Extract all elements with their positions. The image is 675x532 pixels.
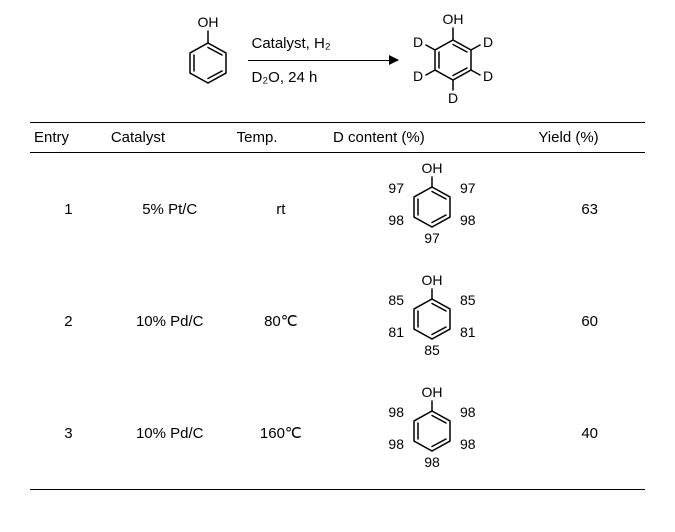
arrow-line	[248, 60, 398, 61]
d-label: D	[412, 34, 422, 50]
reaction-arrow: Catalyst, H₂ D₂O, 24 h	[248, 33, 398, 88]
table-row: 3 10% Pd/C 160℃ OH	[30, 377, 645, 490]
cell-yield: 60	[534, 265, 645, 377]
cell-yield: 40	[534, 377, 645, 490]
d-value-ortho1: 97	[388, 180, 404, 196]
cell-entry: 3	[30, 377, 107, 490]
table-row: 2 10% Pd/C 80℃ OH	[30, 265, 645, 377]
dcontent-structure: OH 85 85 81 81 85	[372, 271, 492, 371]
d-value-meta1: 98	[388, 212, 404, 228]
d-value-ortho1: 85	[388, 292, 404, 308]
dcontent-structure: OH 98 98 98 98 98	[372, 383, 492, 483]
cell-temp: 160℃	[233, 377, 329, 490]
phenol-structure: OH	[168, 13, 248, 108]
d-value-ortho2: 97	[460, 180, 476, 196]
reaction-scheme: OH Catalyst, H₂ D₂O, 24 h	[30, 10, 645, 110]
cell-temp: rt	[233, 153, 329, 266]
d-value-meta2: 81	[460, 324, 476, 340]
conditions-top: Catalyst, H₂	[252, 33, 398, 54]
oh-label: OH	[197, 14, 218, 30]
d-value-ortho2: 85	[460, 292, 476, 308]
col-header-temp: Temp.	[233, 123, 329, 153]
results-table: Entry Catalyst Temp. D content (%) Yield…	[30, 122, 645, 490]
cell-catalyst: 5% Pt/C	[107, 153, 233, 266]
d-value-meta1: 81	[388, 324, 404, 340]
col-header-entry: Entry	[30, 123, 107, 153]
oh-label: OH	[421, 384, 442, 400]
dcontent-structure: OH 97 97 98 98 97	[372, 159, 492, 259]
d-value-meta2: 98	[460, 212, 476, 228]
d-value-ortho1: 98	[388, 404, 404, 420]
d-value-para: 97	[424, 230, 440, 246]
d-value-para: 98	[424, 454, 440, 470]
col-header-catalyst: Catalyst	[107, 123, 233, 153]
conditions-bottom: D₂O, 24 h	[252, 67, 398, 88]
d-label: D	[447, 90, 457, 106]
table-row: 1 5% Pt/C rt OH	[30, 153, 645, 266]
d-value-para: 85	[424, 342, 440, 358]
d-value-ortho2: 98	[460, 404, 476, 420]
col-header-yield: Yield (%)	[534, 123, 645, 153]
cell-dcontent: OH 98 98 98 98 98	[329, 377, 534, 490]
phenol-d5-structure: OH D D D D D	[398, 10, 508, 110]
oh-label: OH	[421, 160, 442, 176]
d-value-meta1: 98	[388, 436, 404, 452]
cell-catalyst: 10% Pd/C	[107, 377, 233, 490]
oh-label: OH	[442, 11, 463, 27]
cell-entry: 2	[30, 265, 107, 377]
table-body: 1 5% Pt/C rt OH	[30, 153, 645, 490]
d-value-meta2: 98	[460, 436, 476, 452]
cell-dcontent: OH 97 97 98 98 97	[329, 153, 534, 266]
cell-catalyst: 10% Pd/C	[107, 265, 233, 377]
d-label: D	[412, 68, 422, 84]
table-header-row: Entry Catalyst Temp. D content (%) Yield…	[30, 123, 645, 153]
cell-temp: 80℃	[233, 265, 329, 377]
col-header-dcontent: D content (%)	[329, 123, 534, 153]
cell-dcontent: OH 85 85 81 81 85	[329, 265, 534, 377]
d-label: D	[482, 68, 492, 84]
oh-label: OH	[421, 272, 442, 288]
d-label: D	[482, 34, 492, 50]
page: OH Catalyst, H₂ D₂O, 24 h	[0, 0, 675, 532]
cell-yield: 63	[534, 153, 645, 266]
cell-entry: 1	[30, 153, 107, 266]
